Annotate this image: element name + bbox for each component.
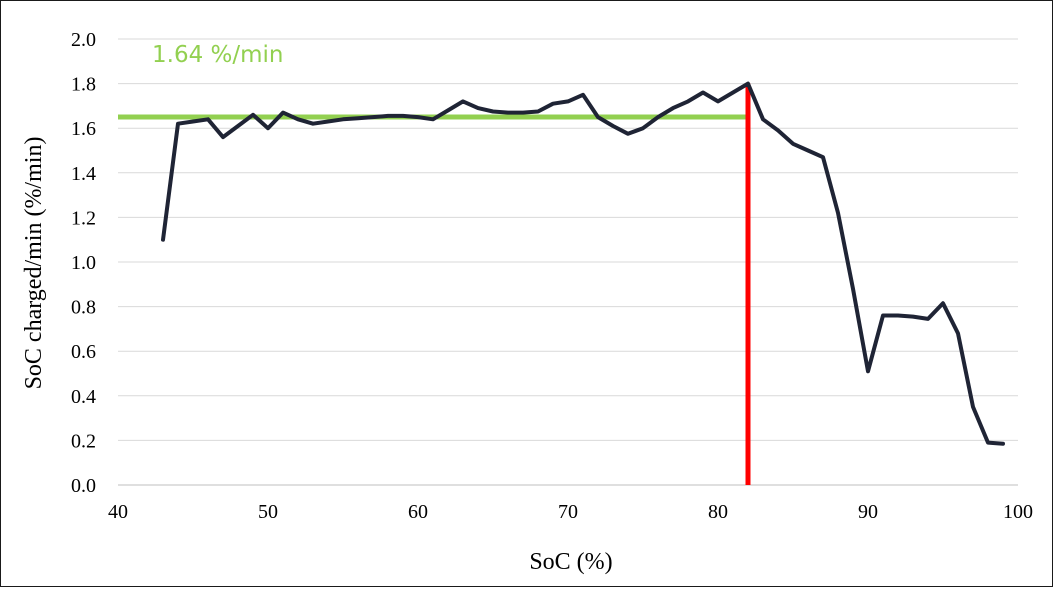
x-tick-label: 40	[108, 501, 128, 523]
x-axis-title: SoC (%)	[529, 549, 612, 575]
reference-lines	[118, 84, 748, 485]
x-tick-label: 70	[558, 501, 578, 523]
series-layer	[163, 84, 1003, 444]
y-tick-label: 1.4	[71, 163, 96, 185]
x-axis-ticks: 40 50 60 70 80 90 100	[108, 501, 1033, 523]
x-tick-label: 100	[1003, 501, 1033, 523]
x-tick-label: 60	[408, 501, 428, 523]
x-tick-label: 90	[858, 501, 878, 523]
y-tick-label: 0.6	[71, 341, 96, 363]
x-tick-label: 50	[258, 501, 278, 523]
y-tick-label: 1.8	[71, 74, 96, 96]
x-tick-label: 80	[708, 501, 728, 523]
y-axis-title: SoC charged/min (%/min)	[21, 137, 47, 390]
y-tick-label: 0.2	[71, 430, 96, 452]
y-tick-label: 1.0	[71, 252, 96, 274]
y-tick-label: 1.2	[71, 207, 96, 229]
y-axis-ticks: 0.0 0.2 0.4 0.6 0.8 1.0 1.2 1.4 1.6 1.8 2.0	[71, 29, 96, 497]
gridlines	[118, 39, 1018, 485]
y-tick-label: 2.0	[71, 29, 96, 51]
y-tick-label: 0.0	[71, 475, 96, 497]
y-tick-label: 1.6	[71, 118, 96, 140]
series-line	[163, 84, 1003, 444]
y-tick-label: 0.4	[71, 386, 96, 408]
average-rate-annotation: 1.64 %/min	[152, 42, 284, 68]
y-tick-label: 0.8	[71, 297, 96, 319]
